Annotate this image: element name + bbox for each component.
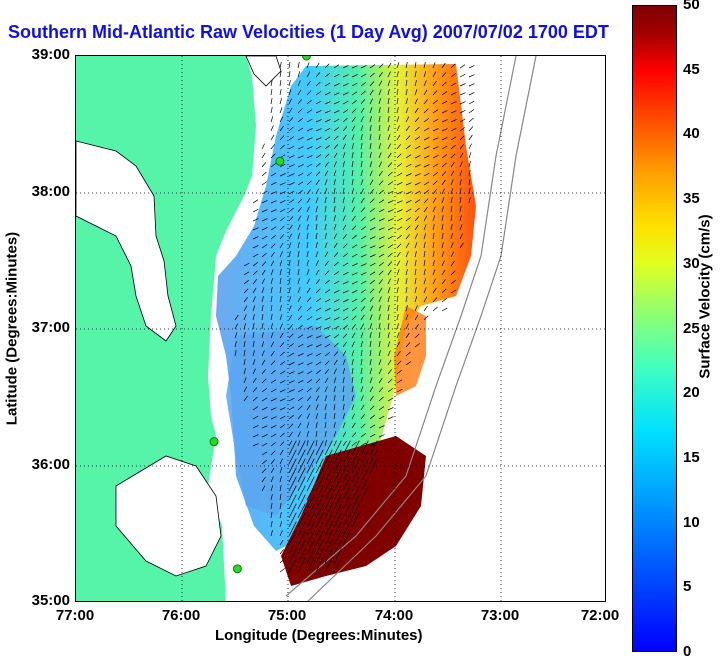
colorbar-label: Surface Velocity (cm/s) xyxy=(696,214,714,379)
colorbar-tick-label: 0 xyxy=(683,643,692,660)
x-axis-label: Longitude (Degrees:Minutes) xyxy=(215,627,423,644)
colorbar-tick-label: 15 xyxy=(683,448,700,466)
velocity-field-core xyxy=(226,326,356,516)
hf-radar-stations xyxy=(209,56,311,574)
colorbar-tick-label: 25 xyxy=(683,319,700,337)
station-marker[interactable] xyxy=(232,564,242,574)
station-marker[interactable] xyxy=(209,437,219,447)
velocity-field-fast xyxy=(281,436,426,586)
velocity-vectors xyxy=(234,62,475,573)
colorbar-tick-label: 5 xyxy=(683,578,692,596)
colorbar-tick-label: 20 xyxy=(683,384,700,402)
station-marker[interactable] xyxy=(275,156,285,166)
x-tick-label: 72:00 xyxy=(580,607,620,624)
colorbar-tick-label: 10 xyxy=(683,513,700,531)
colorbar xyxy=(632,5,677,652)
x-tick-label: 77:00 xyxy=(55,607,95,624)
shelf-break-contour-2 xyxy=(307,56,537,601)
y-tick-label: 36:00 xyxy=(31,456,70,473)
y-axis-label: Latitude (Degrees:Minutes) xyxy=(3,231,21,426)
velocity-map xyxy=(76,56,605,601)
colorbar-tick-label: 30 xyxy=(683,254,700,272)
y-tick-label: 35:00 xyxy=(31,592,70,609)
shelf-break-contour xyxy=(285,56,517,597)
colorbar-tick-label: 40 xyxy=(683,125,700,143)
station-marker[interactable] xyxy=(301,56,311,61)
x-tick-label: 74:00 xyxy=(374,607,414,624)
x-tick-label: 76:00 xyxy=(161,607,201,624)
x-tick-label: 75:00 xyxy=(267,607,307,624)
y-tick-label: 39:00 xyxy=(31,46,70,63)
map-plot-area[interactable] xyxy=(75,55,606,602)
map-title: Southern Mid-Atlantic Raw Velocities (1 … xyxy=(8,22,609,42)
chesapeake-bay xyxy=(76,140,177,342)
y-tick-label: 38:00 xyxy=(31,183,70,200)
grid-lines xyxy=(76,56,605,601)
y-tick-label: 37:00 xyxy=(31,319,70,336)
colorbar-tick-label: 50 xyxy=(683,0,700,13)
x-tick-label: 73:00 xyxy=(480,607,520,624)
velocity-field-edge xyxy=(394,306,426,396)
delaware-bay xyxy=(245,56,282,87)
colorbar-tick-label: 35 xyxy=(683,190,700,208)
colorbar-tick-label: 45 xyxy=(683,60,700,78)
pamlico-sound xyxy=(115,455,222,577)
